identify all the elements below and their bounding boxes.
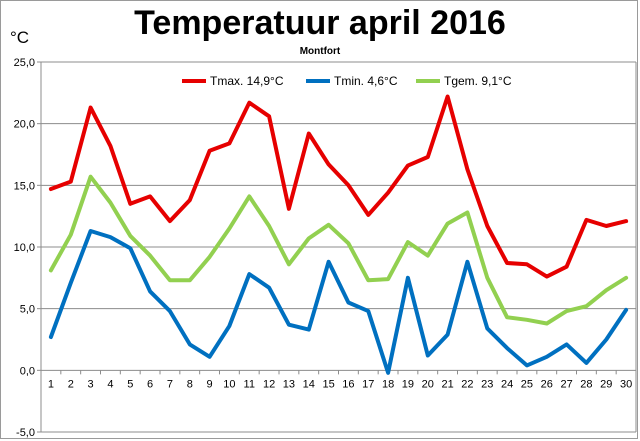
y-tick-label: 15,0 <box>14 180 35 192</box>
x-tick-label: 4 <box>107 378 113 390</box>
series-line-1 <box>48 94 629 279</box>
x-tick-label: 30 <box>620 378 632 390</box>
series-lines <box>48 94 629 375</box>
x-tick-label: 22 <box>461 378 473 390</box>
x-tick-label: 8 <box>187 378 193 390</box>
y-tick-label: 0,0 <box>20 365 35 377</box>
x-tick-label: 23 <box>481 378 493 390</box>
x-tick-label: 9 <box>207 378 213 390</box>
x-tick-label: 29 <box>600 378 612 390</box>
x-tick-label: 20 <box>422 378 434 390</box>
legend-label: Tgem. 9,1°C <box>444 74 512 88</box>
x-tick-label: 1 <box>48 378 54 390</box>
y-axis-unit-label: °C <box>10 28 30 47</box>
chart-title: Temperatuur april 2016 <box>134 4 506 42</box>
x-tick-label: 26 <box>541 378 553 390</box>
x-tick-label: 18 <box>382 378 394 390</box>
x-tick-label: 12 <box>263 378 275 390</box>
x-tick-label: 17 <box>362 378 374 390</box>
y-tick-label: 5,0 <box>20 304 35 316</box>
gridlines <box>41 61 636 433</box>
axes: -5,00,05,010,015,020,025,01 2 3 4 5 6 7 8 9 10 11 1… <box>14 57 637 439</box>
x-tick-label: 14 <box>303 378 315 390</box>
chart-subtitle: Montfort <box>299 46 341 57</box>
x-tick-label: 28 <box>580 378 592 390</box>
x-tick-label: 3 <box>88 378 94 390</box>
x-tick-label: 25 <box>521 378 533 390</box>
x-tick-label: 2 <box>68 378 74 390</box>
legend-label: Tmax. 14,9°C <box>210 74 284 88</box>
y-tick-label: 20,0 <box>14 119 35 131</box>
x-tick-label: 6 <box>147 378 153 390</box>
x-tick-label: 7 <box>167 378 173 390</box>
y-tick-label: 10,0 <box>14 242 35 254</box>
legend: Tmax. 14,9°C Tmin. 4,6°C Tgem. 9,1°C <box>182 74 512 88</box>
x-tick-label: 5 <box>127 378 133 390</box>
x-tick-label: 13 <box>283 378 295 390</box>
x-tick-label: 10 <box>223 378 235 390</box>
x-tick-label: 11 <box>244 378 255 390</box>
x-tick-label: 19 <box>402 378 414 390</box>
x-tick-label: 15 <box>322 378 334 390</box>
series-line-2 <box>48 229 629 375</box>
y-tick-label: -5,0 <box>16 427 35 439</box>
x-tick-label: 27 <box>560 378 572 390</box>
y-tick-label: 25,0 <box>14 57 35 69</box>
x-tick-label: 21 <box>441 378 453 390</box>
legend-label: Tmin. 4,6°C <box>334 74 398 88</box>
x-tick-label: 24 <box>501 378 513 390</box>
series-line-3 <box>48 174 629 326</box>
x-tick-label: 16 <box>342 378 354 390</box>
